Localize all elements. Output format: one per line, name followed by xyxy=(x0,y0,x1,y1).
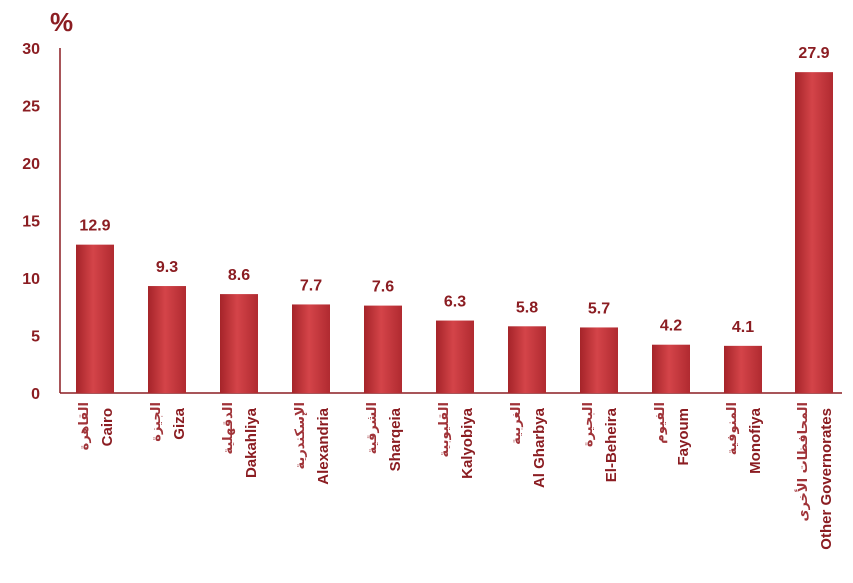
category-label-arabic: البحيرة xyxy=(581,402,596,447)
category-label-arabic: الغربية xyxy=(509,402,524,445)
category-label-arabic: المحافظات الأخرى xyxy=(794,402,811,521)
category-label-arabic: الدقهلية xyxy=(221,402,236,454)
y-tick-label: 10 xyxy=(22,271,40,288)
data-label: 5.8 xyxy=(516,299,538,316)
category-label: El-Beheira xyxy=(603,407,620,482)
category-label: Dakahliya xyxy=(243,407,260,478)
category-label-arabic: الفيوم xyxy=(653,402,668,444)
bar xyxy=(795,72,833,394)
category-label: Al Gharbya xyxy=(531,407,548,488)
category-label-arabic: القاهرة xyxy=(77,402,92,450)
bar xyxy=(508,326,546,393)
category-label: Sharqeia xyxy=(387,407,404,471)
y-tick-label: 5 xyxy=(31,329,40,346)
data-label: 5.7 xyxy=(588,300,610,317)
category-label: Cairo xyxy=(99,408,116,446)
x-axis-labels: القاهرة Cairo الجيزة Giza الدقهلية Dakahliya ا… xyxy=(77,402,835,550)
bar xyxy=(436,320,474,393)
bar xyxy=(724,345,762,393)
bar xyxy=(148,286,186,393)
data-labels: 12.9 9.3 8.6 7.7 7.6 6.3 5.8 5.7 4.2 4.1 27.9 xyxy=(79,45,829,336)
category-label: Fayoum xyxy=(675,408,692,466)
data-label: 27.9 xyxy=(798,45,829,62)
data-label: 12.9 xyxy=(79,218,110,235)
category-label: Monofiya xyxy=(747,407,764,473)
bar xyxy=(76,244,114,393)
y-axis: 0 5 10 15 20 25 30 xyxy=(22,41,842,403)
bar xyxy=(364,305,402,393)
category-label-arabic: القليوبية xyxy=(437,402,452,458)
y-tick-label: 20 xyxy=(22,156,40,173)
category-label: Kalyobiya xyxy=(459,407,476,479)
data-label: 4.2 xyxy=(660,318,682,335)
data-label: 8.6 xyxy=(228,267,250,284)
data-label: 7.6 xyxy=(372,279,394,296)
bar xyxy=(220,294,258,393)
category-label-arabic: الإسكندرية xyxy=(293,402,308,470)
y-tick-label: 30 xyxy=(22,41,40,58)
bars xyxy=(76,72,833,394)
y-tick-label: 15 xyxy=(22,214,40,231)
category-label: Alexandria xyxy=(315,407,332,484)
data-label: 4.1 xyxy=(732,319,754,336)
bar xyxy=(580,327,618,393)
y-tick-label: 25 xyxy=(22,99,40,116)
category-label-arabic: الجيزة xyxy=(149,402,164,442)
y-tick-label: 0 xyxy=(31,386,40,403)
category-label-arabic: المنوفية xyxy=(725,402,740,455)
category-label: Other Governorates xyxy=(818,408,835,550)
bar xyxy=(652,344,690,393)
data-label: 9.3 xyxy=(156,259,178,276)
category-label-arabic: الشرقية xyxy=(365,402,380,454)
data-label: 7.7 xyxy=(300,277,322,294)
bar xyxy=(292,304,330,393)
category-label: Giza xyxy=(171,407,188,439)
data-label: 6.3 xyxy=(444,294,466,311)
y-unit-label: % xyxy=(50,7,73,37)
